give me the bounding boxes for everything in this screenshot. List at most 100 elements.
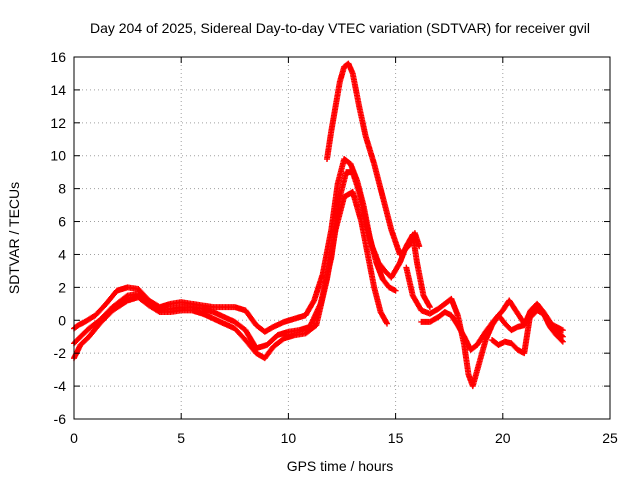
data-point — [506, 297, 518, 313]
data-point — [313, 277, 330, 329]
data-point — [559, 338, 566, 345]
x-axis-label: GPS time / hours — [287, 458, 394, 474]
data-point — [392, 287, 399, 294]
data-point — [396, 244, 411, 258]
y-tick-label: 14 — [50, 82, 66, 98]
data-point — [349, 169, 362, 194]
data-point — [77, 326, 91, 340]
data-point — [512, 307, 527, 326]
data-point — [332, 80, 343, 110]
x-tick-label: 15 — [388, 430, 404, 446]
data-point — [356, 188, 369, 223]
data-point — [467, 342, 479, 353]
data-point — [559, 327, 566, 334]
data-point — [461, 333, 473, 352]
data-point — [231, 325, 248, 342]
y-tick-label: 10 — [50, 148, 66, 164]
data-point — [77, 334, 91, 348]
data-point — [379, 276, 392, 290]
data-point — [328, 182, 341, 233]
data-point — [96, 305, 115, 324]
plot-frame — [73, 56, 611, 420]
data-point — [261, 324, 276, 335]
data-point — [426, 304, 433, 311]
data-point — [546, 323, 559, 337]
data-point — [362, 218, 375, 248]
data-point — [388, 226, 403, 257]
series-sat-track-4 — [323, 60, 423, 258]
data-point — [328, 104, 339, 135]
y-axis-label: SDTVAR / TECUs — [6, 182, 22, 294]
data-point — [553, 332, 565, 344]
data-point — [109, 293, 130, 311]
data-point — [146, 302, 162, 315]
data-point — [323, 228, 339, 283]
data-point — [135, 294, 151, 308]
data-point — [86, 318, 102, 332]
data-point — [103, 288, 119, 307]
data-point — [242, 337, 259, 355]
data-point — [302, 323, 319, 337]
data-point — [491, 308, 505, 324]
data-point — [416, 243, 423, 250]
data-point — [448, 312, 460, 327]
y-tick-label: -6 — [54, 411, 67, 427]
y-tick-label: 2 — [58, 279, 66, 295]
data-point — [420, 292, 433, 309]
data-point — [311, 272, 326, 304]
series-sat-track-3 — [71, 188, 391, 362]
chart-title: Day 204 of 2025, Sidereal Day-to-day VTE… — [90, 20, 590, 36]
data-point — [334, 157, 347, 187]
data-point — [553, 327, 565, 339]
data-point — [92, 301, 109, 319]
data-point — [81, 313, 98, 325]
x-tick-label: 5 — [177, 430, 185, 446]
data-layer — [71, 60, 566, 390]
data-point — [403, 264, 416, 298]
data-point — [454, 322, 467, 339]
data-point — [242, 327, 259, 350]
data-point — [336, 65, 347, 85]
data-point — [332, 195, 347, 233]
data-point — [469, 361, 482, 390]
data-point — [270, 336, 286, 350]
x-tick-label: 25 — [602, 430, 618, 446]
y-tick-label: -2 — [54, 345, 67, 361]
data-point — [377, 309, 390, 326]
data-point — [336, 170, 349, 200]
data-point — [375, 259, 387, 273]
y-tick-label: -4 — [54, 378, 67, 394]
data-point — [521, 310, 534, 357]
data-point — [109, 298, 130, 314]
y-tick-label: 8 — [58, 181, 66, 197]
data-point — [508, 340, 520, 352]
x-tick-label: 20 — [495, 430, 511, 446]
data-point — [461, 341, 472, 377]
data-point — [323, 129, 335, 163]
data-point — [231, 318, 248, 333]
data-point — [349, 188, 364, 224]
data-point — [341, 156, 353, 167]
data-point — [540, 310, 553, 329]
data-point — [388, 261, 403, 281]
data-point — [263, 333, 280, 348]
data-point — [409, 292, 424, 313]
data-point — [369, 243, 381, 265]
y-tick-label: 4 — [58, 246, 66, 262]
data-point — [135, 286, 151, 303]
data-point — [349, 70, 362, 108]
data-point — [379, 193, 394, 232]
y-tick-label: 6 — [58, 214, 66, 230]
data-point — [302, 298, 317, 319]
series-sat-track-7 — [489, 304, 566, 357]
data-point — [474, 330, 488, 348]
data-point — [242, 307, 259, 327]
data-point — [448, 295, 461, 317]
data-point — [319, 228, 334, 278]
data-point — [261, 344, 276, 362]
data-point — [384, 320, 391, 327]
data-point — [358, 218, 371, 256]
axis-ticks: 0 5 10 15 20 25 -6 -4 -2 0 2 4 6 8 10 12 14 16 — [50, 49, 618, 446]
data-point — [362, 132, 377, 166]
